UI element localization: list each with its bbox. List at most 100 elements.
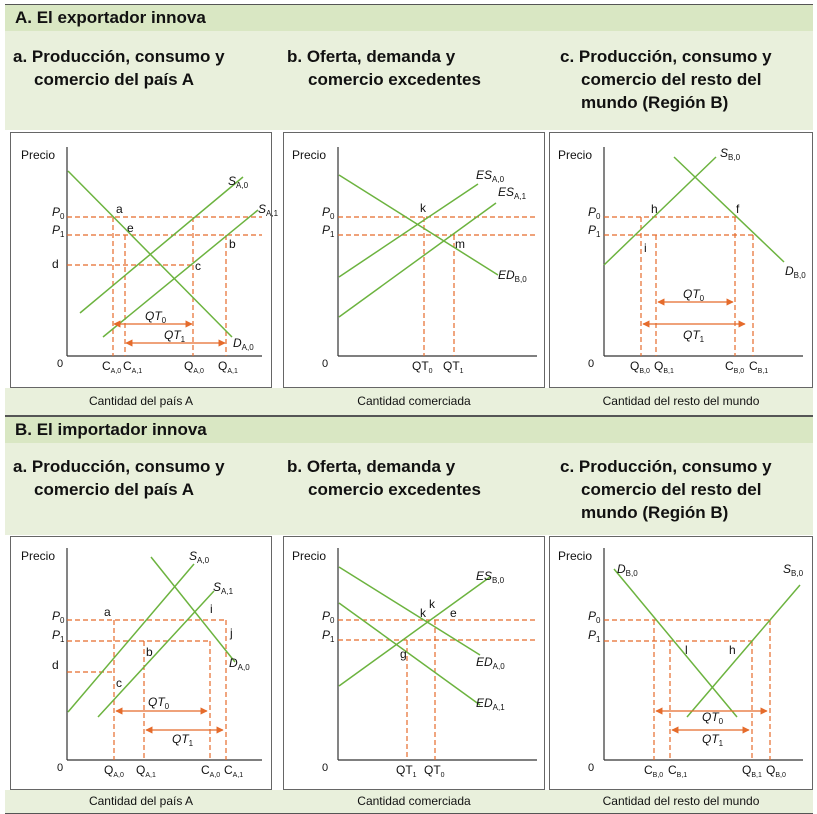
tick-label: CA,0 [201,763,220,779]
dashed-lines [338,217,537,356]
tick-label: CB,0 [725,359,744,375]
y-axis-label: Precio [292,148,326,162]
curves [614,569,800,717]
axes [338,548,537,760]
curve-label-sa0: SA,0 [189,549,210,565]
curves [604,157,784,265]
arrow-label-qt1: QT1 [172,732,194,748]
curve-label-sb0: SB,0 [783,562,804,578]
curve-label-edb0: EDB,0 [498,268,527,284]
y-axis-label: Precio [558,549,592,563]
supply-curve-sb0 [604,157,716,265]
tick-label: QT0 [412,359,433,375]
curve-label-da0: DA,0 [233,336,254,352]
arrow-label-qt1: QT1 [164,328,186,344]
tick-label: QA,1 [136,763,156,779]
y-axis-label: Precio [292,549,326,563]
curve-label-sa1: SA,1 [258,202,279,218]
curve-label-db0: DB,0 [617,562,638,578]
dashed-lines [338,620,537,760]
point-label: e [450,606,457,620]
axes [338,147,537,356]
dashed-lines [67,620,226,760]
origin-label: 0 [322,358,328,370]
point-label: b [146,645,153,659]
point-label: i [644,241,647,255]
curve-label-da0: DA,0 [229,656,250,672]
excess-demand-curve-eda1 [339,603,480,705]
point-label: c [195,259,201,273]
price-label-p1: P1 [588,223,601,239]
origin-label: 0 [57,762,63,774]
point-label: k [420,606,427,620]
price-label-p0: P0 [588,609,601,625]
y-axis-label: Precio [21,549,55,563]
point-label: e [127,221,134,235]
price-label-p1: P1 [52,628,65,644]
curves [68,171,258,337]
tick-label: CB,1 [668,763,687,779]
dashed-lines [604,217,753,356]
point-label: g [400,647,407,661]
tick-label: CA,1 [123,359,142,375]
point-label: b [229,237,236,251]
tick-label: CB,1 [749,359,768,375]
point-label: d [52,658,59,672]
arrow-label-qt1: QT1 [683,328,705,344]
demand-curve-db0 [614,569,737,717]
diagram-a1: Precio 0 SA,0 SA,1 [21,147,279,375]
price-label-p0: P0 [322,205,335,221]
supply-curve-sb0 [687,585,800,717]
point-label: k [420,201,427,215]
point-label: a [104,605,111,619]
curve-label-esa0: ESA,0 [476,168,505,184]
excess-demand-curve-eda0 [339,567,480,655]
tick-label: CA,1 [224,763,243,779]
curve-label-esa1: ESA,1 [498,185,527,201]
point-label: h [729,643,736,657]
point-label: c [116,676,122,690]
curves [339,567,490,705]
arrow-label-qt0: QT0 [702,710,724,726]
point-label: l [685,643,688,657]
y-axis-label: Precio [558,148,592,162]
axes [604,548,803,760]
point-label: a [116,202,123,216]
tick-label: QB,1 [742,763,762,779]
supply-curve-sa0 [80,177,243,313]
arrow-label-qt0: QT0 [683,287,705,303]
curve-label-esb0: ESB,0 [476,569,505,585]
arrows [116,711,223,730]
point-label: i [210,602,213,616]
tick-label: QT0 [424,763,445,779]
dashed-lines [604,620,770,760]
curve-label-sa0: SA,0 [228,174,249,190]
y-axis-label: Precio [21,148,55,162]
arrow-label-qt0: QT0 [145,309,167,325]
price-label-p0: P0 [52,609,65,625]
excess-supply-curve-esb0 [339,577,490,686]
point-label: h [651,202,658,216]
curve-label-sb0: SB,0 [720,146,741,162]
diagram-b2: Precio 0 ESB,0 EDA,0 EDA,1 P0 P1 k k [292,548,537,779]
arrow-label-qt0: QT0 [148,695,170,711]
arrows [643,302,745,324]
curves [339,175,498,317]
arrow-label-qt1: QT1 [702,732,724,748]
excess-supply-curve-esa1 [339,203,496,317]
curve-label-db0: DB,0 [785,264,806,280]
diagram-a3: Precio 0 SB,0 DB,0 P0 P [558,146,806,375]
point-label: f [736,202,740,216]
tick-label: QA,0 [184,359,204,375]
curve-label-eda0: EDA,0 [476,655,505,671]
point-label: k [429,597,436,611]
tick-label: QT1 [443,359,464,375]
diagram-b1: Precio 0 SA,0 SA,1 [21,548,262,779]
price-label-p0: P0 [52,205,65,221]
price-label-p1: P1 [52,223,65,239]
price-label-p1: P1 [322,223,335,239]
tick-label: CA,0 [102,359,121,375]
diagram-a2: Precio 0 ESA,0 ESA,1 EDB,0 P0 P1 k m [292,147,537,375]
